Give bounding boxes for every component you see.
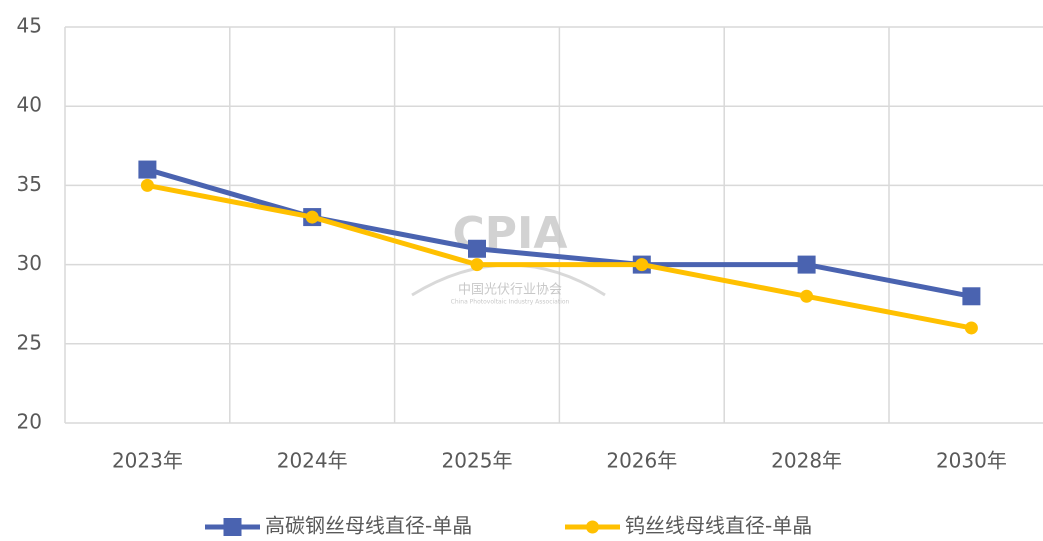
- grid: [64, 26, 1043, 424]
- legend-label: 钨丝线母线直径-单晶: [625, 514, 812, 538]
- watermark-english: China Photovoltaic Industry Association: [451, 299, 570, 306]
- y-tick-label: 30: [17, 251, 42, 275]
- marker: [138, 160, 157, 179]
- marker: [962, 287, 981, 306]
- legend-marker: [586, 520, 599, 534]
- x-tick-label: 2028年: [771, 449, 842, 473]
- x-tick-label: 2024年: [277, 449, 348, 473]
- legend-marker: [223, 518, 242, 536]
- watermark-name: 中国光伏行业协会: [458, 283, 562, 298]
- series-line: [146, 182, 972, 331]
- marker: [964, 321, 978, 335]
- marker: [468, 239, 486, 258]
- x-tick-label: 2025年: [442, 449, 513, 473]
- marker: [797, 255, 816, 274]
- y-tick-label: 20: [17, 410, 42, 434]
- marker: [140, 178, 154, 192]
- y-tick-label: 25: [17, 330, 42, 354]
- y-tick-label: 40: [17, 93, 42, 117]
- marker: [470, 258, 484, 272]
- marker: [800, 289, 814, 303]
- y-tick-label: 45: [17, 14, 42, 38]
- x-tick-label: 2023年: [112, 449, 183, 473]
- legend-label: 高碳钢丝母线直径-单晶: [265, 514, 472, 538]
- marker: [305, 210, 319, 224]
- y-tick-label: 35: [17, 172, 42, 196]
- marker: [635, 258, 649, 272]
- x-tick-label: 2030年: [936, 449, 1007, 473]
- x-tick-label: 2026年: [606, 449, 677, 473]
- series-line: [146, 167, 972, 299]
